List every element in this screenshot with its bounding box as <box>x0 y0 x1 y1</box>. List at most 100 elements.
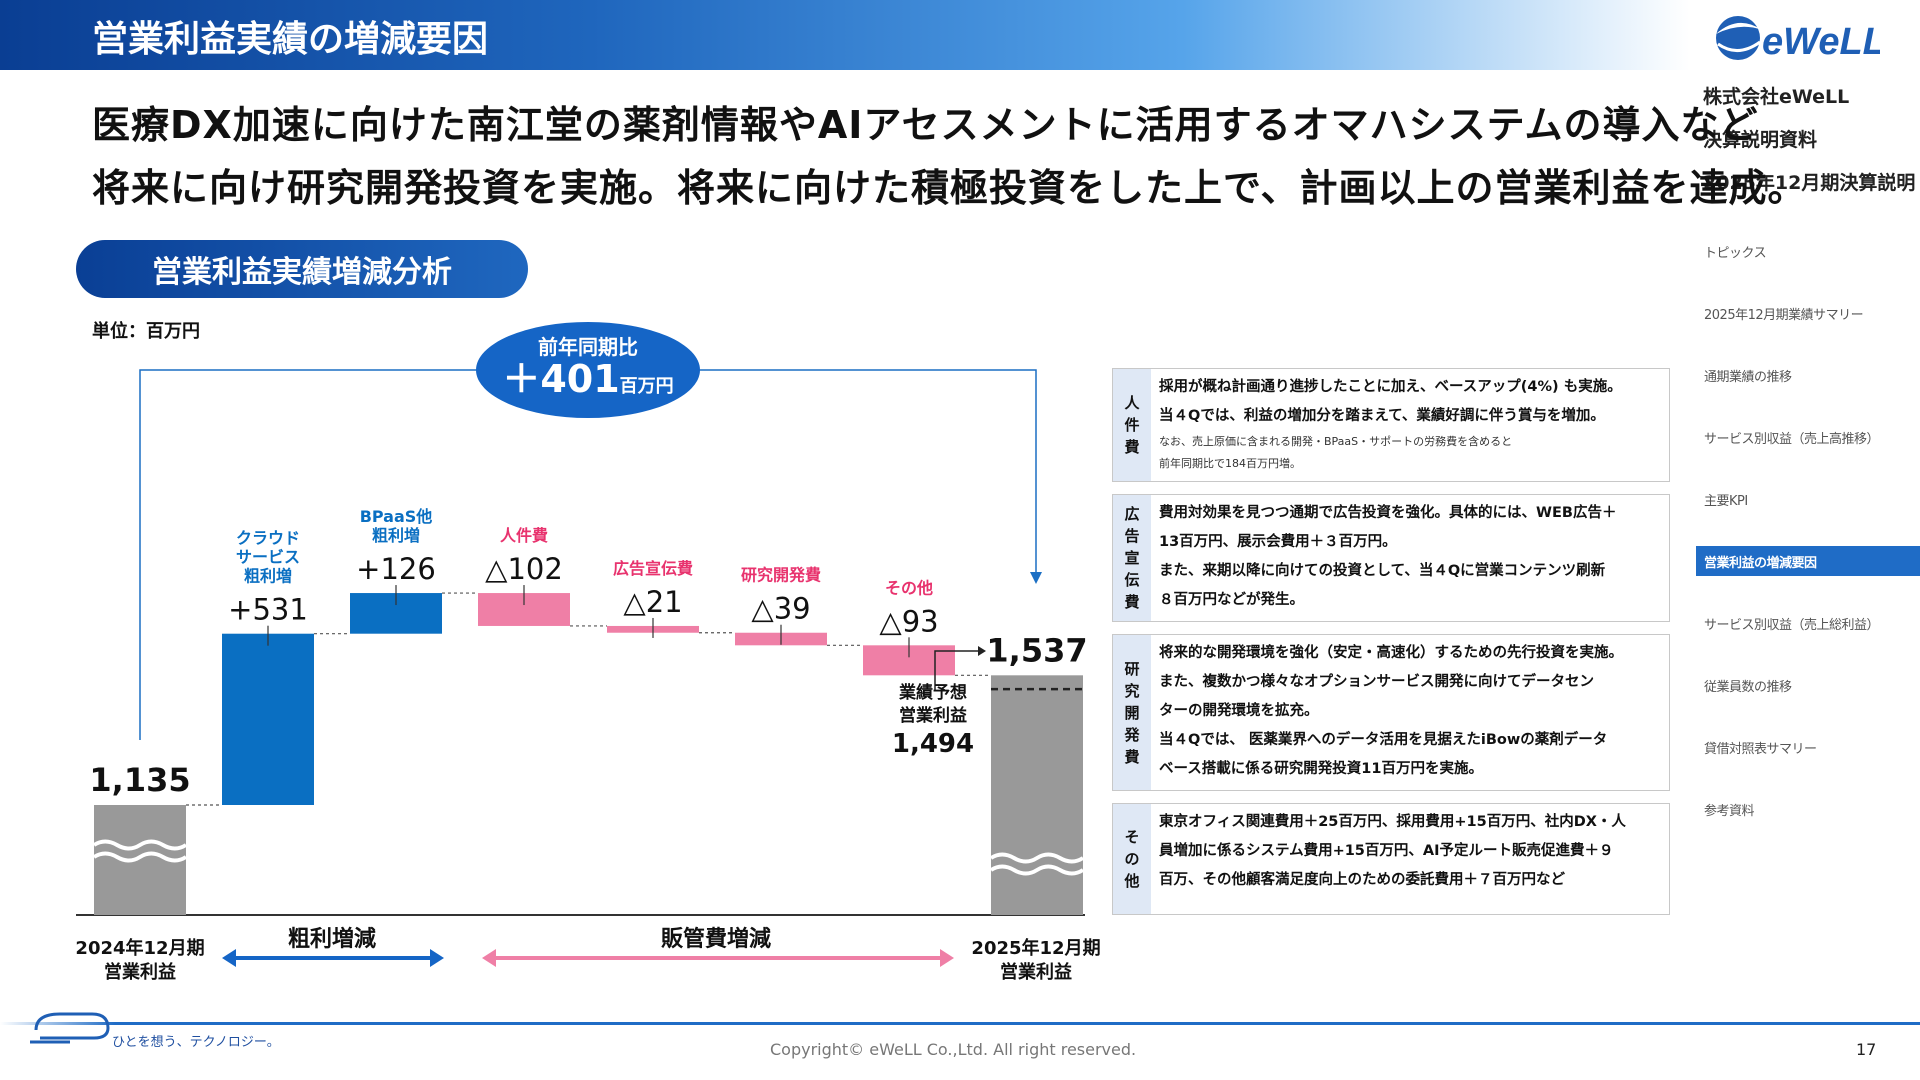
detail-rnd-row: 研究開発費将来的な開発環境を強化（安定・高速化）するための先行投資を実施。 また、… <box>1112 634 1670 791</box>
detail-line: ８百万円などが発生。 <box>1159 592 1304 608</box>
detail-line: 費用対効果を見つつ通期で広告投資を強化。具体的には、WEB広告＋ <box>1159 505 1617 521</box>
detail-line: ターの開発環境を拡充。 <box>1159 703 1319 719</box>
footer-logo-mark <box>30 1012 110 1044</box>
headline-line-2: 将来に向け研究開発投資を実施。将来に向けた積極投資をした上で、計画以上の営業利益… <box>92 166 1807 210</box>
x-label-start: 2024年12月期 <box>75 937 204 959</box>
nav-item-employees[interactable]: 従業員数の推移 <box>1704 679 1792 695</box>
nav-item-summary[interactable]: 2025年12月期業績サマリー <box>1704 307 1864 323</box>
forecast-label-2: 営業利益 <box>899 705 967 726</box>
axis-break-start <box>92 839 188 863</box>
head-char: の <box>1124 850 1140 868</box>
value-label-step: +126 <box>356 552 436 586</box>
detail-personnel-body: 採用が概ね計画通り進捗したことに加え、ベースアップ(4%) も実施。 当４Qでは、… <box>1151 369 1669 481</box>
detail-line: また、複数かつ様々なオプションサービス開発に向けてデータセン <box>1159 674 1594 690</box>
forecast-label-1: 業績予想 <box>899 682 967 703</box>
head-char: 費 <box>1124 438 1140 456</box>
detail-personnel-row: 人件費採用が概ね計画通り進捗したことに加え、ベースアップ(4%) も実施。 当４Q… <box>1112 368 1670 482</box>
detail-other-row: その他東京オフィス関連費用＋25百万円、採用費用+15百万円、社内DX・人 員増加… <box>1112 803 1670 915</box>
head-char: 広 <box>1124 505 1140 523</box>
detail-rnd-body: 将来的な開発環境を強化（安定・高速化）するための先行投資を実施。 また、複数かつ様… <box>1151 635 1669 790</box>
yoy-unit: 百万円 <box>620 376 674 397</box>
axis-break-end <box>989 852 1085 876</box>
page-number: 17 <box>1856 1040 1877 1059</box>
yoy-arrowhead <box>1030 572 1042 584</box>
forecast-value: 1,494 <box>892 729 974 759</box>
nav-item-kpi[interactable]: 主要KPI <box>1704 493 1748 509</box>
nav-item-balance-sheet[interactable]: 貸借対照表サマリー <box>1704 741 1817 757</box>
head-char: 究 <box>1124 681 1140 700</box>
nav-item-operating-profit[interactable]: 営業利益の増減要因 <box>1696 546 1920 576</box>
yoy-value-group: ＋401百万円 <box>502 357 673 401</box>
forecast-arrow <box>934 650 978 690</box>
category-label: 人件費 <box>500 526 548 545</box>
value-label-step: △102 <box>485 552 563 586</box>
sidebar-nav: トピックス 2025年12月期業績サマリー 通期業績の推移 サービス別収益（売上… <box>1696 220 1920 840</box>
head-char: 伝 <box>1124 571 1140 589</box>
category-label: 広告宣伝費 <box>613 559 693 578</box>
category-label: 研究開発費 <box>741 566 821 585</box>
head-char: 開 <box>1124 703 1140 722</box>
yoy-value: ＋401 <box>502 357 619 401</box>
detail-advertising-head: 広告宣伝費 <box>1113 495 1151 621</box>
head-char: 発 <box>1124 725 1140 744</box>
doc-type: 決算説明資料 <box>1703 129 1818 151</box>
slide-title: 営業利益実績の増減要因 <box>92 19 489 60</box>
head-char: 告 <box>1124 527 1140 545</box>
detail-line: 将来的な開発環境を強化（安定・高速化）するための先行投資を実施。 <box>1159 645 1623 661</box>
category-label: BPaaS他 <box>360 507 433 526</box>
bar-step <box>222 633 314 805</box>
nav-item-annual-trend[interactable]: 通期業績の推移 <box>1704 369 1792 385</box>
head-char: 人 <box>1124 394 1140 412</box>
unit-label: 単位：百万円 <box>92 321 200 342</box>
head-char: 研 <box>1124 659 1140 678</box>
value-label-step: △93 <box>879 604 938 638</box>
logo-text: eWeLL <box>1762 21 1880 63</box>
x-label-end: 2025年12月期 <box>971 937 1100 959</box>
detail-advertising-body: 費用対効果を見つつ通期で広告投資を強化。具体的には、WEB広告＋ 13百万円、展示… <box>1151 495 1669 621</box>
headline-line-1: 医療DX加速に向けた南江堂の薬剤情報やAIアセスメントに活用するオマハシステムの… <box>92 103 1759 147</box>
detail-line: 員増加に係るシステム費用+15百万円、AI予定ルート販売促進費＋９ <box>1159 843 1614 859</box>
detail-personnel-head: 人件費 <box>1113 369 1151 481</box>
detail-line: ベース搭載に係る研究開発投資11百万円を実施。 <box>1159 761 1483 777</box>
x-label-start: 営業利益 <box>104 961 176 983</box>
detail-rnd-head: 研究開発費 <box>1113 635 1151 790</box>
detail-other-head: その他 <box>1113 804 1151 914</box>
nav-item-topics[interactable]: トピックス <box>1704 245 1767 261</box>
bar-end-total <box>991 675 1083 915</box>
nav-item-service-gross-profit[interactable]: サービス別収益（売上総利益） <box>1704 617 1880 633</box>
nav-item-appendix[interactable]: 参考資料 <box>1704 803 1755 819</box>
copyright: Copyright© eWeLL Co.,Ltd. All right rese… <box>770 1040 1137 1059</box>
head-char: 宣 <box>1124 549 1140 567</box>
head-char: 費 <box>1124 593 1140 611</box>
sidebar-company-block: 株式会社eWeLL 決算説明資料 2025年12月期決算説明 <box>1703 76 1915 205</box>
category-label: 粗利増 <box>372 526 420 545</box>
detail-note: 前年同期比で184百万円増。 <box>1159 457 1301 470</box>
company-logo: eWeLL <box>1716 16 1880 63</box>
detail-line: また、来期以降に向けての投資として、当４Qに営業コンテンツ刷新 <box>1159 563 1606 579</box>
value-label-step: +531 <box>228 593 308 627</box>
value-label-step: △21 <box>623 585 682 619</box>
doc-period: 2025年12月期決算説明 <box>1703 172 1916 194</box>
value-label-end: 1,537 <box>986 631 1087 669</box>
company-name: 株式会社eWeLL <box>1703 86 1850 108</box>
detail-line: 東京オフィス関連費用＋25百万円、採用費用+15百万円、社内DX・人 <box>1159 814 1626 830</box>
category-label: その他 <box>885 578 933 597</box>
gross-bracket-label: 粗利増減 <box>288 926 376 952</box>
yoy-bubble <box>476 322 700 418</box>
head-char: 他 <box>1124 872 1140 890</box>
detail-line: 当４Qでは、 医薬業界へのデータ活用を見据えたiBowの薬剤データ <box>1159 732 1608 748</box>
x-label-end: 営業利益 <box>1000 961 1072 983</box>
yoy-label: 前年同期比 <box>538 335 638 359</box>
detail-line: 当４Qでは、利益の増加分を踏まえて、業績好調に伴う賞与を増加。 <box>1159 408 1605 424</box>
head-char: そ <box>1124 828 1140 846</box>
category-label: サービス <box>236 548 300 567</box>
details-table: 人件費採用が概ね計画通り進捗したことに加え、ベースアップ(4%) も実施。 当４Q… <box>1112 368 1670 927</box>
sga-bracket-label: 販管費増減 <box>661 926 771 952</box>
detail-other-body: 東京オフィス関連費用＋25百万円、採用費用+15百万円、社内DX・人 員増加に係る… <box>1151 804 1669 914</box>
detail-line: 13百万円、展示会費用＋３百万円。 <box>1159 534 1397 550</box>
category-label: クラウド <box>236 529 300 548</box>
forecast-arrowhead <box>978 646 986 656</box>
nav-item-service-revenue[interactable]: サービス別収益（売上高推移） <box>1704 431 1880 447</box>
head-char: 費 <box>1124 747 1140 766</box>
